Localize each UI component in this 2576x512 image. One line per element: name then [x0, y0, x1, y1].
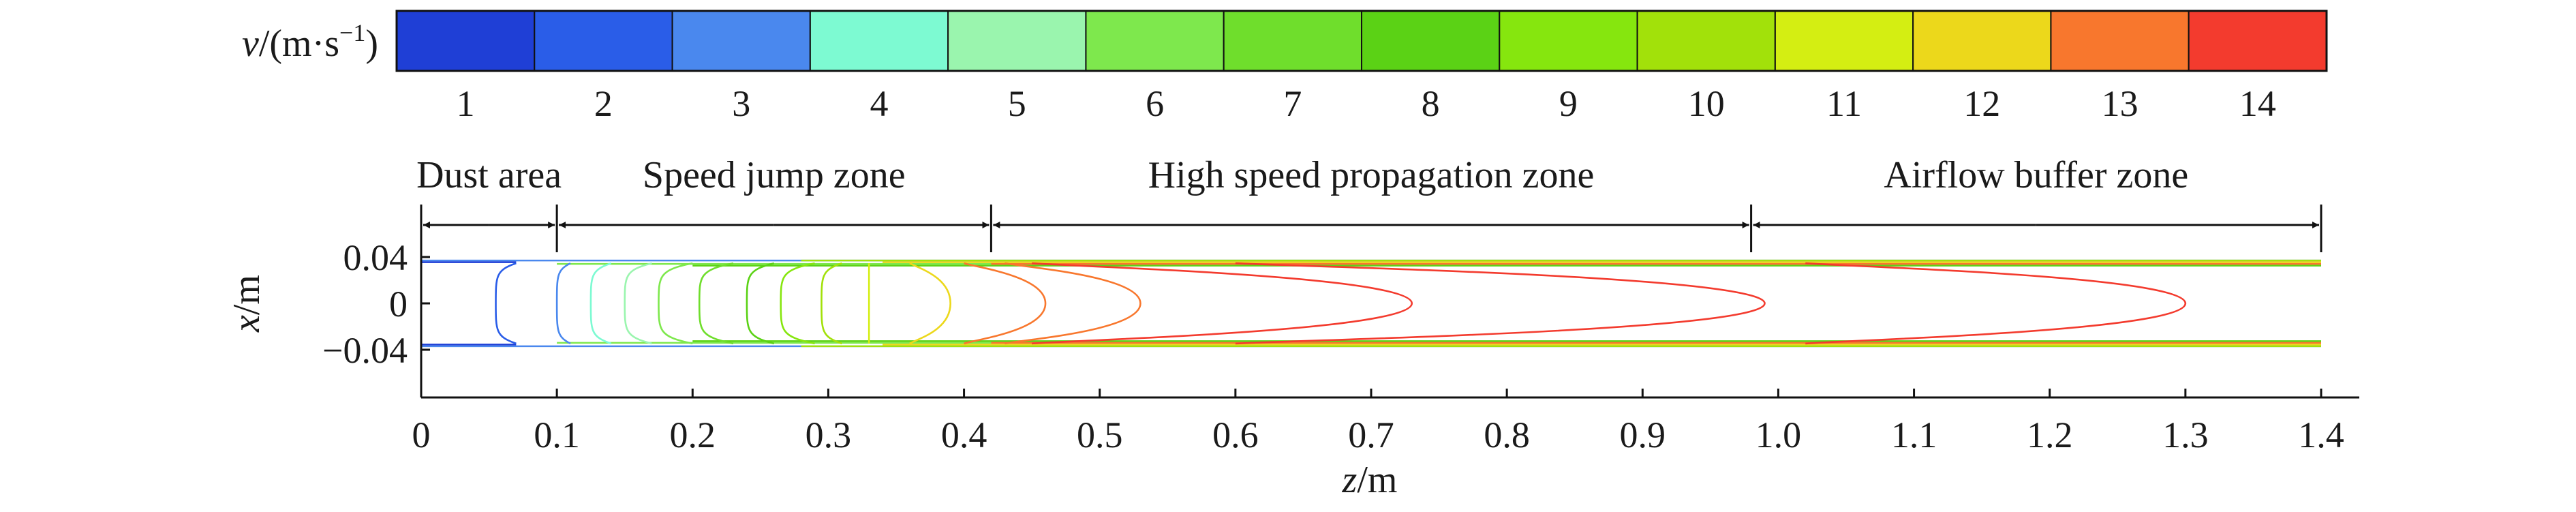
x-tick-label: 1.2	[2027, 415, 2073, 455]
colorbar: v/(m·s−1) 1 2 3 4 5 6 7 8 9 10 11 12 13 14	[242, 10, 2328, 124]
colorbar-cell	[1223, 10, 1362, 72]
x-axis-label-unit: /m	[1357, 459, 1397, 501]
contour-lines	[421, 259, 2321, 348]
colorbar-tick-label: 12	[1963, 83, 2000, 124]
colorbar-cell	[1085, 10, 1225, 72]
x-tick-label: 0	[412, 415, 431, 455]
colorbar-cell	[534, 10, 673, 72]
colorbar-cell	[947, 10, 1087, 72]
y-tick-label: 0.04	[343, 237, 408, 278]
x-tick-label: 0.9	[1620, 415, 1666, 455]
colorbar-label-exponent: −1	[339, 19, 365, 46]
zone-annotations: Dust area Speed jump zone High speed propa…	[416, 154, 2322, 252]
contour-line	[1005, 262, 1141, 345]
colorbar-tick-label: 10	[1688, 83, 1725, 124]
colorbar-cell	[671, 10, 811, 72]
contour-line	[658, 262, 693, 345]
contour-line	[780, 262, 815, 345]
x-axis-ticks: 0 0.1 0.2 0.3 0.4 0.5 0.6 0.7 0.8 0.9 1.0 1.1 1.2 1.3…	[412, 389, 2344, 455]
contour-line	[1235, 262, 1766, 345]
contour-line	[964, 262, 1047, 345]
colorbar-label-close: )	[365, 22, 378, 65]
colorbar-tick-label: 2	[594, 83, 613, 124]
y-tick-label: −0.04	[322, 330, 408, 371]
colorbar-cells	[396, 10, 2328, 72]
contour-line	[624, 262, 652, 345]
colorbar-cell	[1774, 10, 1914, 72]
colorbar-label-symbol: v	[242, 22, 259, 65]
y-axis-label-unit: /m	[226, 275, 268, 315]
colorbar-tick-label: 6	[1146, 83, 1164, 124]
y-tick-label: 0	[389, 284, 408, 325]
x-tick-label: 0.6	[1212, 415, 1259, 455]
colorbar-cell	[1636, 10, 1776, 72]
colorbar-tick-label: 8	[1422, 83, 1440, 124]
contour-line	[909, 262, 951, 345]
contour-line	[698, 262, 734, 345]
y-axis-label: x/m	[226, 275, 268, 333]
zone-label: High speed propagation zone	[1148, 154, 1595, 196]
colorbar-cell	[2188, 10, 2328, 72]
x-tick-label: 0.5	[1077, 415, 1123, 455]
colorbar-cell	[396, 10, 536, 72]
colorbar-tick-label: 9	[1559, 83, 1578, 124]
colorbar-cell	[1912, 10, 2052, 72]
colorbar-tick-label: 3	[732, 83, 750, 124]
colorbar-tick-label: 11	[1826, 83, 1862, 124]
colorbar-tick-label: 5	[1008, 83, 1026, 124]
colorbar-tick-label: 14	[2239, 83, 2276, 124]
colorbar-tick-label: 1	[457, 83, 475, 124]
x-tick-label: 0.2	[670, 415, 716, 455]
x-tick-label: 1.0	[1755, 415, 1802, 455]
contour-line	[1805, 262, 2187, 345]
x-tick-label: 0.8	[1484, 415, 1530, 455]
x-tick-label: 1.3	[2162, 415, 2209, 455]
colorbar-tick-label: 4	[870, 83, 889, 124]
colorbar-cell	[1361, 10, 1501, 72]
x-tick-label: 0.4	[941, 415, 987, 455]
zone-label: Dust area	[416, 154, 562, 196]
colorbar-cell	[809, 10, 949, 72]
contour-line	[555, 262, 571, 345]
contour-line	[821, 262, 842, 345]
colorbar-cell	[2050, 10, 2190, 72]
colorbar-label-unit: /(m·s	[259, 22, 339, 65]
colorbar-frame	[395, 10, 2328, 72]
contour-line	[589, 262, 612, 345]
y-axis-label-symbol: x	[226, 315, 268, 333]
x-tick-label: 0.7	[1348, 415, 1394, 455]
x-tick-label: 1.4	[2298, 415, 2344, 455]
x-tick-label: 0.1	[534, 415, 580, 455]
zone-label: Speed jump zone	[643, 154, 906, 196]
contour-line	[746, 262, 775, 345]
y-axis-ticks: 0.04 0 −0.04	[322, 237, 430, 371]
colorbar-tick-labels: 1 2 3 4 5 6 7 8 9 10 11 12 13 14	[457, 83, 2276, 124]
plot-area: 0 0.1 0.2 0.3 0.4 0.5 0.6 0.7 0.8 0.9 1.0 1.1 1.2 1.3…	[226, 234, 2359, 501]
zone-label: Airflow buffer zone	[1884, 154, 2188, 196]
contour-line	[495, 262, 517, 345]
colorbar-label: v/(m·s−1)	[242, 19, 378, 65]
x-tick-label: 1.1	[1891, 415, 1937, 455]
x-axis-label: z/m	[1342, 459, 1398, 501]
contour-line	[1032, 262, 1413, 345]
colorbar-cell	[1499, 10, 1638, 72]
colorbar-tick-label: 7	[1283, 83, 1302, 124]
x-axis-label-symbol: z	[1342, 459, 1358, 501]
colorbar-tick-label: 13	[2102, 83, 2138, 124]
x-tick-label: 0.3	[806, 415, 852, 455]
